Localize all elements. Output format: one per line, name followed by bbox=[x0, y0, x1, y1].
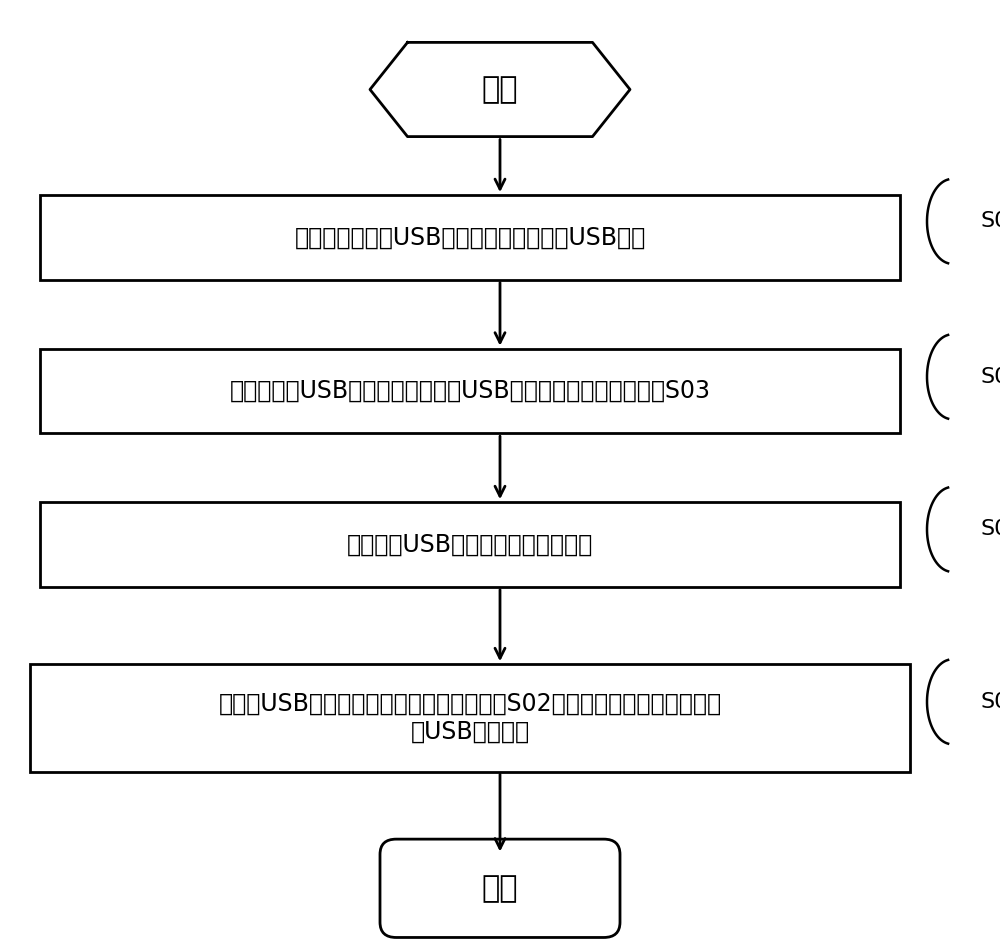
Text: 检测外部USB设备是否为可充电设备: 检测外部USB设备是否为可充电设备 bbox=[347, 532, 593, 557]
Bar bbox=[40, 349, 900, 433]
Text: 检测待机状态的USB主设备是否接入外部USB设备: 检测待机状态的USB主设备是否接入外部USB设备 bbox=[294, 225, 646, 250]
Polygon shape bbox=[370, 42, 630, 137]
Bar bbox=[40, 195, 900, 280]
FancyBboxPatch shape bbox=[380, 839, 620, 937]
Text: 如接入外部USB设备，则输出外部USB设备的充电电压；转步骤S03: 如接入外部USB设备，则输出外部USB设备的充电电压；转步骤S03 bbox=[230, 379, 710, 403]
Text: S03: S03 bbox=[980, 519, 1000, 540]
Bar bbox=[40, 502, 900, 587]
Bar bbox=[30, 663, 910, 772]
Text: 如外部USB设备为可充电设备，则利用步骤S02中的所述充电电压为所述外
部USB设备充电: 如外部USB设备为可充电设备，则利用步骤S02中的所述充电电压为所述外 部USB… bbox=[218, 692, 722, 743]
Text: 开始: 开始 bbox=[482, 75, 518, 104]
Text: S04: S04 bbox=[980, 691, 1000, 712]
Text: 结束: 结束 bbox=[482, 874, 518, 902]
Text: S01: S01 bbox=[980, 211, 1000, 232]
Text: S02: S02 bbox=[980, 366, 1000, 387]
